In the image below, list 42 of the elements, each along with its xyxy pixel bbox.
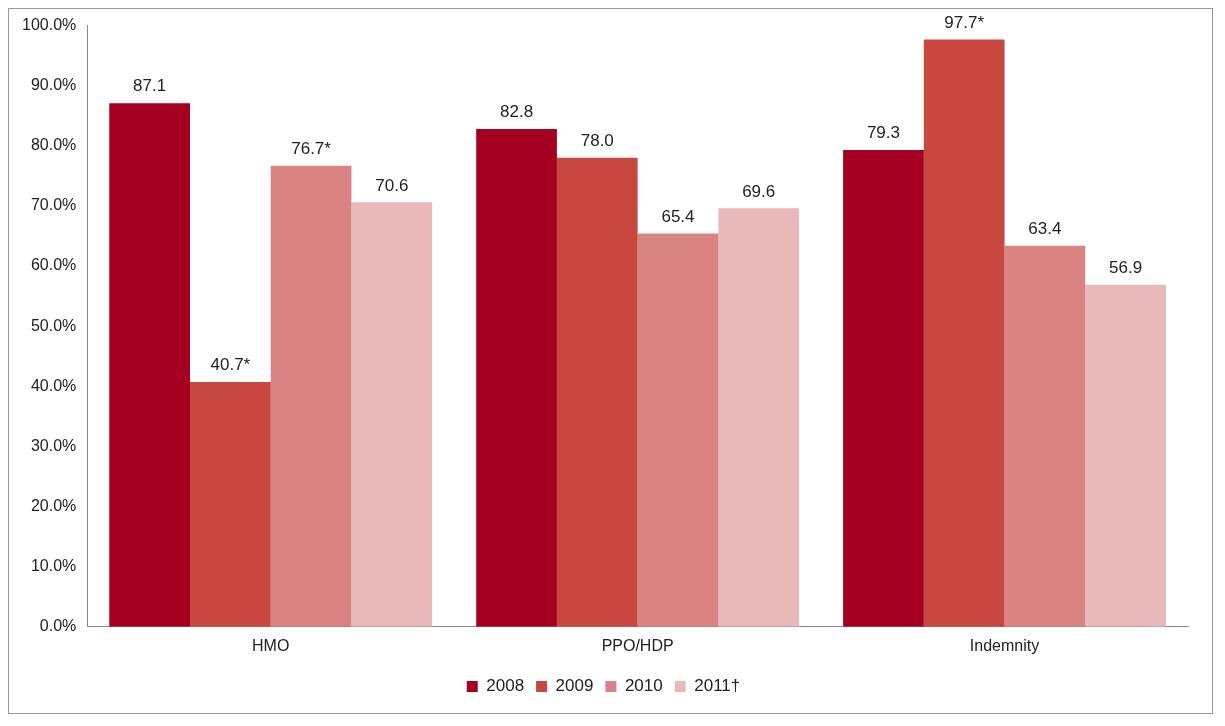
legend-label: 2011†: [694, 676, 741, 696]
data-label: 70.6: [375, 175, 409, 195]
bar: [109, 103, 190, 627]
y-tick-label: 80.0%: [30, 136, 77, 154]
y-tick-label: 10.0%: [30, 557, 77, 575]
bar: [637, 233, 719, 627]
y-tick-label: 0.0%: [39, 617, 77, 635]
y-tick-label: 40.0%: [30, 376, 77, 394]
y-tick-label: 100.0%: [22, 16, 77, 34]
y-tick-label: 90.0%: [30, 76, 77, 94]
bar: [556, 157, 638, 627]
data-label: 65.4: [661, 206, 695, 226]
data-label: 56.9: [1109, 257, 1143, 277]
y-tick-label: 20.0%: [30, 496, 77, 514]
legend-label: 2010: [624, 676, 663, 696]
bar: [718, 208, 800, 627]
x-tick-label: HMO: [252, 636, 290, 654]
bar: [270, 165, 352, 627]
data-label: 40.7*: [210, 355, 251, 375]
bar: [1085, 284, 1166, 627]
bar: [476, 129, 557, 627]
data-label: 87.1: [133, 76, 167, 96]
x-tick-label: Indemnity: [969, 636, 1040, 654]
y-tick-label: 30.0%: [30, 436, 77, 454]
y-tick-label: 50.0%: [30, 316, 77, 334]
x-tick-label: PPO/HDP: [601, 636, 674, 654]
bar: [1004, 245, 1086, 627]
data-label: 69.6: [742, 181, 776, 201]
bar: [190, 382, 271, 627]
y-tick-label: 60.0%: [30, 256, 77, 274]
data-label: 79.3: [866, 123, 901, 143]
y-tick-label: 70.0%: [30, 196, 77, 214]
bar: [843, 150, 924, 627]
legend-label: 2009: [555, 676, 594, 696]
data-label: 63.4: [1028, 218, 1062, 238]
data-label: 78.0: [580, 131, 614, 151]
data-label: 82.8: [500, 102, 534, 122]
bar: [923, 39, 1005, 627]
data-label: 97.7*: [944, 12, 985, 32]
bar: [351, 202, 433, 627]
legend-label: 2008: [486, 676, 525, 696]
data-label: 76.7*: [291, 138, 332, 158]
